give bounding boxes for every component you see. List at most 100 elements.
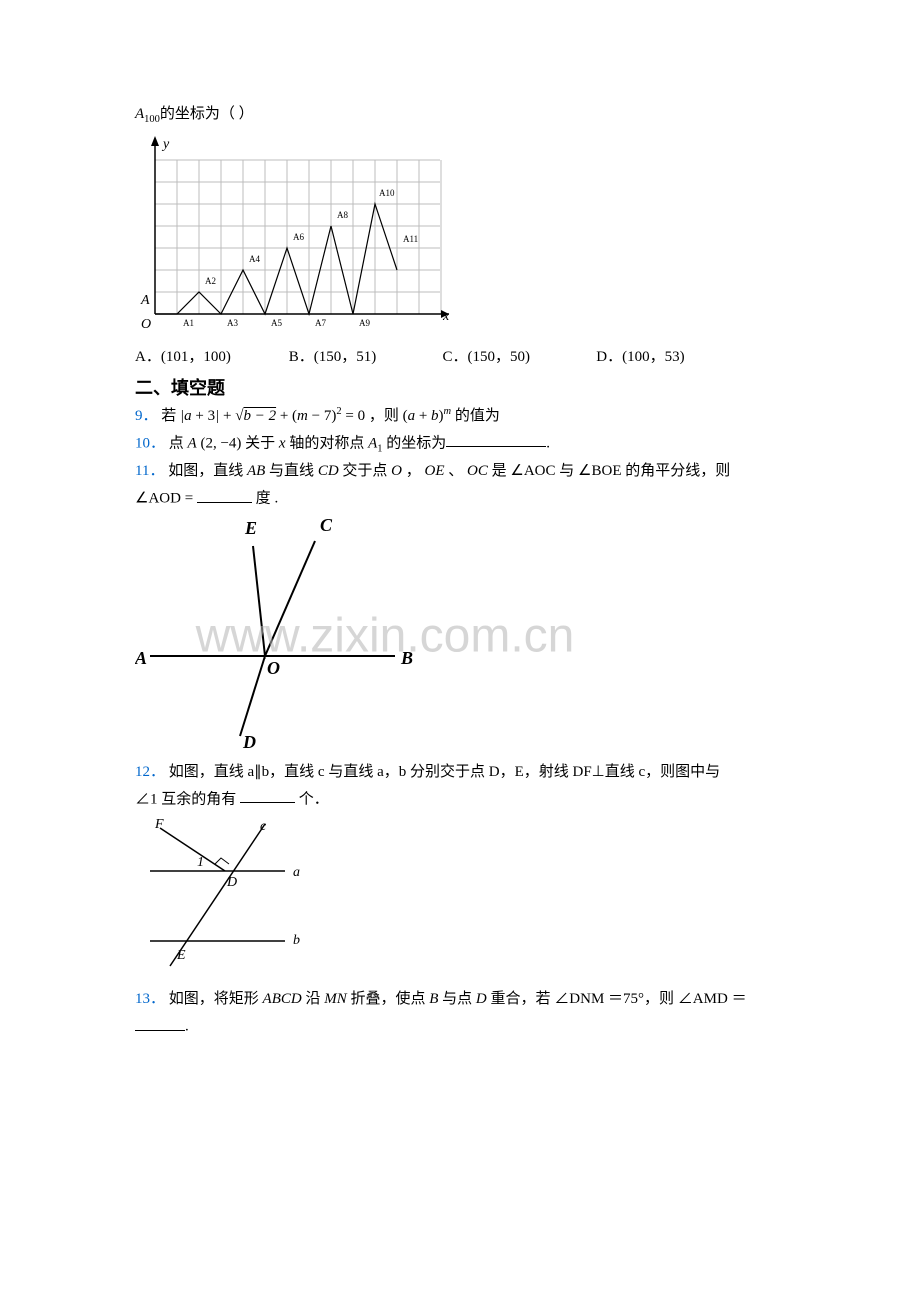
svg-text:O: O: [267, 658, 280, 678]
q10-t2: 关于: [245, 435, 279, 451]
q9-sq: 2: [336, 406, 341, 417]
q12-unit: 个．: [299, 791, 329, 807]
q11-ang2: ∠BOE: [578, 463, 621, 479]
q11-CD: CD: [318, 463, 339, 479]
svg-text:A: A: [135, 648, 147, 668]
q11-num: 11．: [135, 463, 164, 479]
svg-text:D: D: [226, 875, 237, 890]
q9-sqrt-body: b − 2: [243, 406, 276, 427]
q9-m: m: [297, 408, 308, 424]
a-letter: A: [135, 106, 144, 122]
svg-text:b: b: [293, 933, 300, 948]
q9-t1: 若: [161, 408, 176, 424]
q13-blank: [135, 1014, 185, 1031]
svg-text:O: O: [141, 317, 151, 332]
q-a100-line: A100的坐标为（ ）: [135, 104, 820, 128]
q10-A1: A: [368, 435, 377, 451]
q13-ABCD: ABCD: [263, 991, 302, 1007]
svg-text:D: D: [242, 732, 256, 752]
svg-text:A1: A1: [183, 318, 194, 328]
q13-t3: 折叠，使点: [350, 991, 429, 1007]
q9-line: 9． 若 |a + 3| + √b − 2 + (m − 7)2 = 0 ，则 …: [135, 405, 820, 427]
q11-line2a: ∠AOD: [135, 491, 181, 507]
q9-abs-r: |: [215, 408, 219, 424]
svg-text:A: A: [140, 293, 150, 308]
q13-eq2: ＝: [732, 991, 747, 1007]
q9-exp-m: m: [444, 406, 452, 417]
q12-line2-text: ∠1 互余的角有: [135, 791, 240, 807]
svg-text:A9: A9: [359, 318, 370, 328]
angle-diagram-figure: ABCDEO www.zixin.com.cn: [135, 516, 635, 756]
q9-num: 9．: [135, 408, 158, 424]
q13-line2: .: [135, 1014, 820, 1038]
q11-O: O: [391, 463, 402, 479]
q13-ang: ∠DNM: [554, 991, 604, 1007]
q13-ang2: ∠AMD: [678, 991, 728, 1007]
svg-text:A8: A8: [337, 210, 348, 220]
q11-AB: AB: [247, 463, 265, 479]
q9-a: a: [184, 408, 192, 424]
q9-a2: a: [408, 408, 416, 424]
q9-sqrt: √: [235, 408, 243, 424]
q10-t1: 点: [169, 435, 188, 451]
svg-text:a: a: [293, 865, 300, 880]
q9-t2: 的值为: [455, 408, 500, 424]
svg-text:A11: A11: [403, 234, 418, 244]
a100-text: 的坐标为（ ）: [160, 106, 254, 122]
q13-t2: 沿: [305, 991, 324, 1007]
q13-D: D: [476, 991, 487, 1007]
q11-comma: ，: [406, 463, 421, 479]
q13-MN: MN: [324, 991, 347, 1007]
angle-diagram-svg: ABCDEO: [135, 516, 415, 756]
q13-B: B: [429, 991, 438, 1007]
q9-b2: b: [431, 408, 439, 424]
svg-text:C: C: [320, 516, 333, 535]
svg-text:E: E: [176, 948, 186, 963]
opt-c: C．(150，50): [443, 347, 593, 368]
svg-text:y: y: [161, 137, 170, 152]
svg-text:A7: A7: [315, 318, 326, 328]
q11-blank: [197, 486, 252, 503]
grid-chart-figure: yxAOA1A2A3A4A5A6A7A8A9A10A11: [135, 134, 820, 341]
q9-plus2: + (: [280, 408, 297, 424]
q11-ang1: ∠AOC: [510, 463, 555, 479]
q9-plus: +: [223, 408, 235, 424]
q11-t4: 是: [492, 463, 511, 479]
options-a100: A．(101，100) B．(150，51) C．(150，50) D．(100…: [135, 347, 820, 368]
q11-t1: 如图，直线: [168, 463, 247, 479]
q12-t1: 如图，直线 a∥b，直线 c 与直线 a，b 分别交于点 D，E，射线 DF⊥直…: [169, 764, 720, 780]
q9-plus3: + 3: [192, 408, 215, 424]
q13-t5: 重合，若: [491, 991, 551, 1007]
q10-period: .: [546, 435, 550, 451]
q13-period: .: [185, 1019, 189, 1035]
q10-t3: 轴的对称点: [289, 435, 368, 451]
q11-line2: ∠AOD = 度 .: [135, 486, 820, 510]
grid-chart-svg: yxAOA1A2A3A4A5A6A7A8A9A10A11: [135, 134, 455, 334]
svg-text:A2: A2: [205, 276, 216, 286]
opt-b: B．(150，51): [289, 347, 439, 368]
q11-line1: 11． 如图，直线 AB 与直线 CD 交于点 O ， OE 、 OC 是 ∠A…: [135, 461, 820, 482]
q11-line2b: =: [185, 491, 197, 507]
q12-blank: [240, 787, 295, 804]
q13-t1: 如图，将矩形: [169, 991, 263, 1007]
q10-blank: [446, 431, 546, 448]
a100-sub: 100: [144, 114, 160, 125]
q10-t4: 的坐标为: [386, 435, 446, 451]
q11-unit: 度: [256, 491, 271, 507]
parallel-diagram-svg: FcabDE1: [135, 816, 315, 976]
q11-OE: OE: [425, 463, 445, 479]
q9-eq0: = 0 ，则 (: [345, 408, 407, 424]
q9-plusb: +: [415, 408, 431, 424]
svg-text:E: E: [244, 518, 257, 538]
svg-text:A3: A3: [227, 318, 238, 328]
q11-period: .: [274, 491, 278, 507]
q13-line1: 13． 如图，将矩形 ABCD 沿 MN 折叠，使点 B 与点 D 重合，若 ∠…: [135, 989, 820, 1010]
q10-x: x: [279, 435, 286, 451]
opt-d: D．(100，53): [596, 347, 726, 368]
q10-coords: (2, −4): [200, 435, 241, 451]
svg-text:c: c: [260, 819, 267, 834]
q11-t2: 与直线: [269, 463, 318, 479]
q11-dot: 、: [448, 463, 463, 479]
q11-t3: 交于点: [342, 463, 391, 479]
svg-text:A6: A6: [293, 232, 304, 242]
